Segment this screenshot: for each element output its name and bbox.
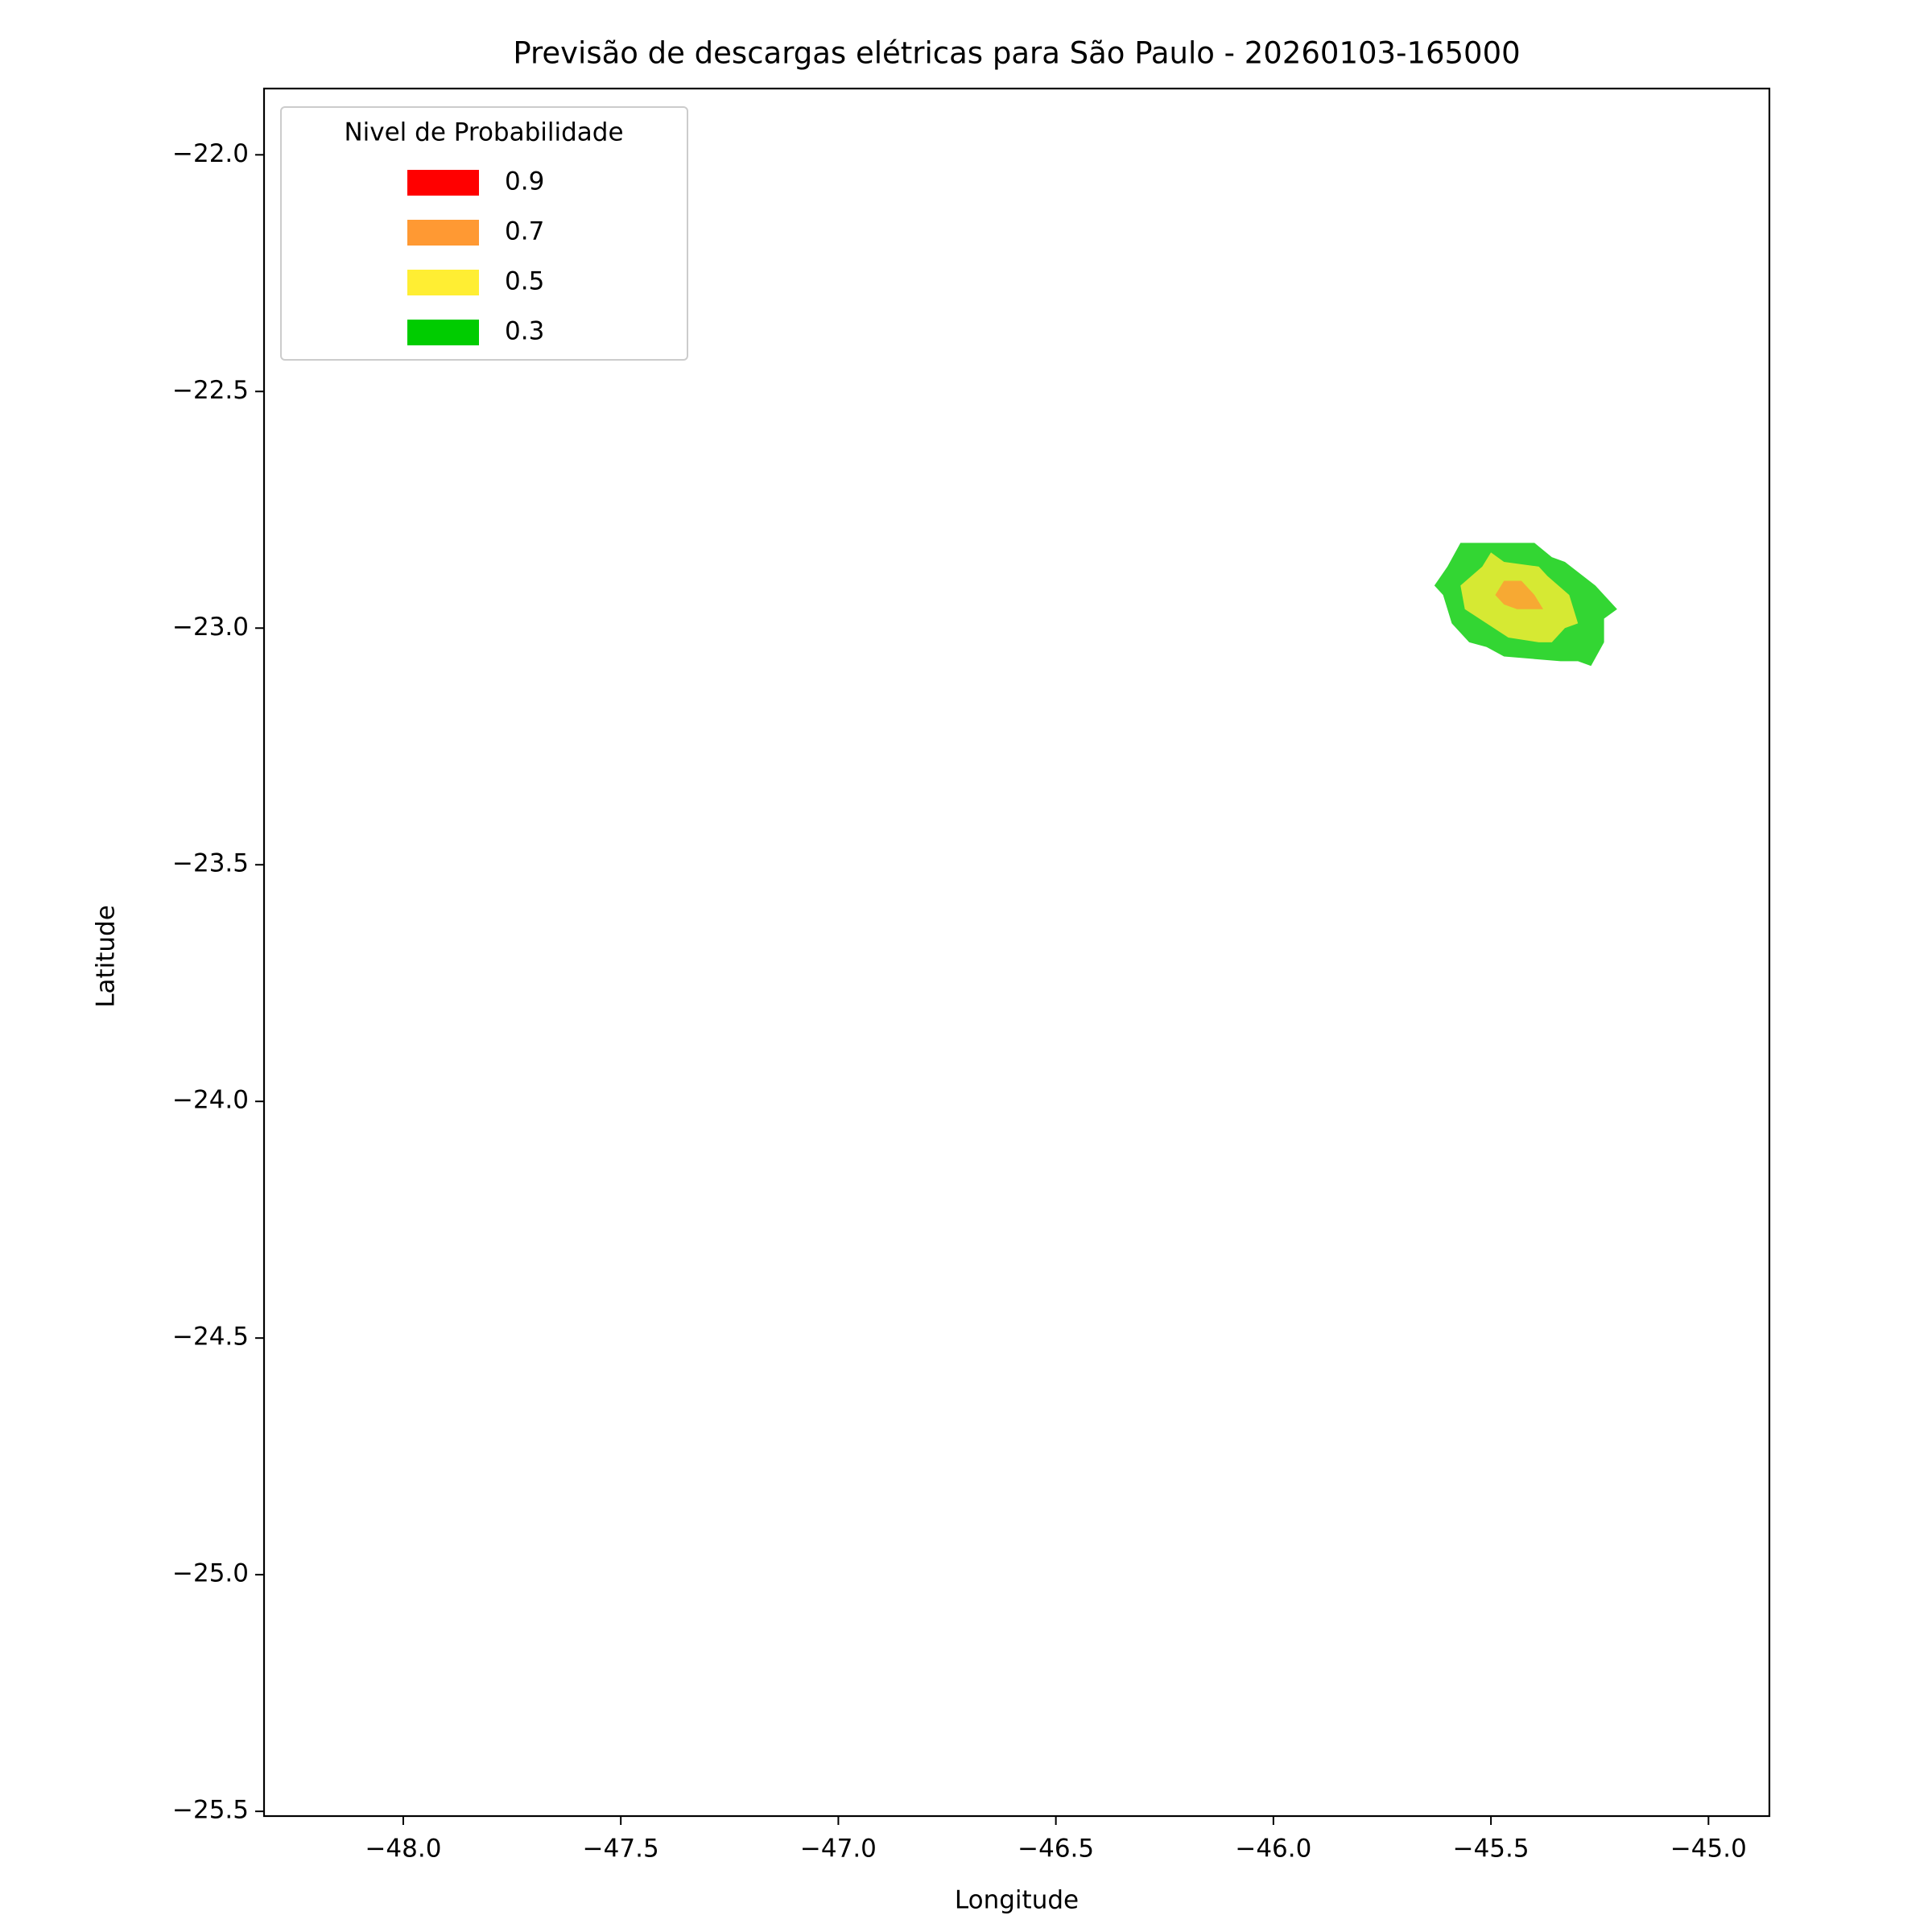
x-axis-label: Longitude	[955, 1886, 1079, 1915]
x-tick-label: −47.0	[800, 1835, 877, 1864]
legend-swatch	[407, 270, 479, 295]
y-tick-label: −22.0	[172, 139, 249, 168]
y-tick-label: −25.0	[172, 1559, 249, 1588]
legend-label: 0.5	[505, 267, 544, 296]
y-tick-label: −23.0	[172, 613, 249, 642]
x-tick-label: −46.0	[1235, 1835, 1311, 1864]
y-tick-label: −24.0	[172, 1086, 249, 1115]
x-tick-label: −45.0	[1670, 1835, 1747, 1864]
legend-swatch	[407, 170, 479, 196]
legend-swatch	[407, 220, 479, 246]
y-tick-label: −22.5	[172, 376, 249, 405]
contour-area	[1495, 580, 1543, 609]
legend-label: 0.9	[505, 167, 544, 196]
y-tick-label: −23.5	[172, 849, 249, 878]
x-tick-label: −45.5	[1453, 1835, 1530, 1864]
legend-title: Nivel de Probabilidade	[344, 118, 623, 147]
legend-label: 0.3	[505, 317, 544, 346]
plot-frame	[262, 87, 1771, 1818]
legend-box	[280, 106, 688, 361]
x-tick-label: −46.5	[1018, 1835, 1094, 1864]
chart-title: Previsão de descargas elétricas para São…	[513, 36, 1520, 71]
legend-label: 0.7	[505, 217, 544, 246]
legend-swatch	[407, 320, 479, 345]
y-tick-label: −24.5	[172, 1323, 249, 1352]
y-tick-label: −25.5	[172, 1796, 249, 1825]
x-tick-label: −48.0	[365, 1835, 441, 1864]
x-tick-label: −47.5	[583, 1835, 659, 1864]
y-axis-label: Latitude	[92, 905, 121, 1008]
